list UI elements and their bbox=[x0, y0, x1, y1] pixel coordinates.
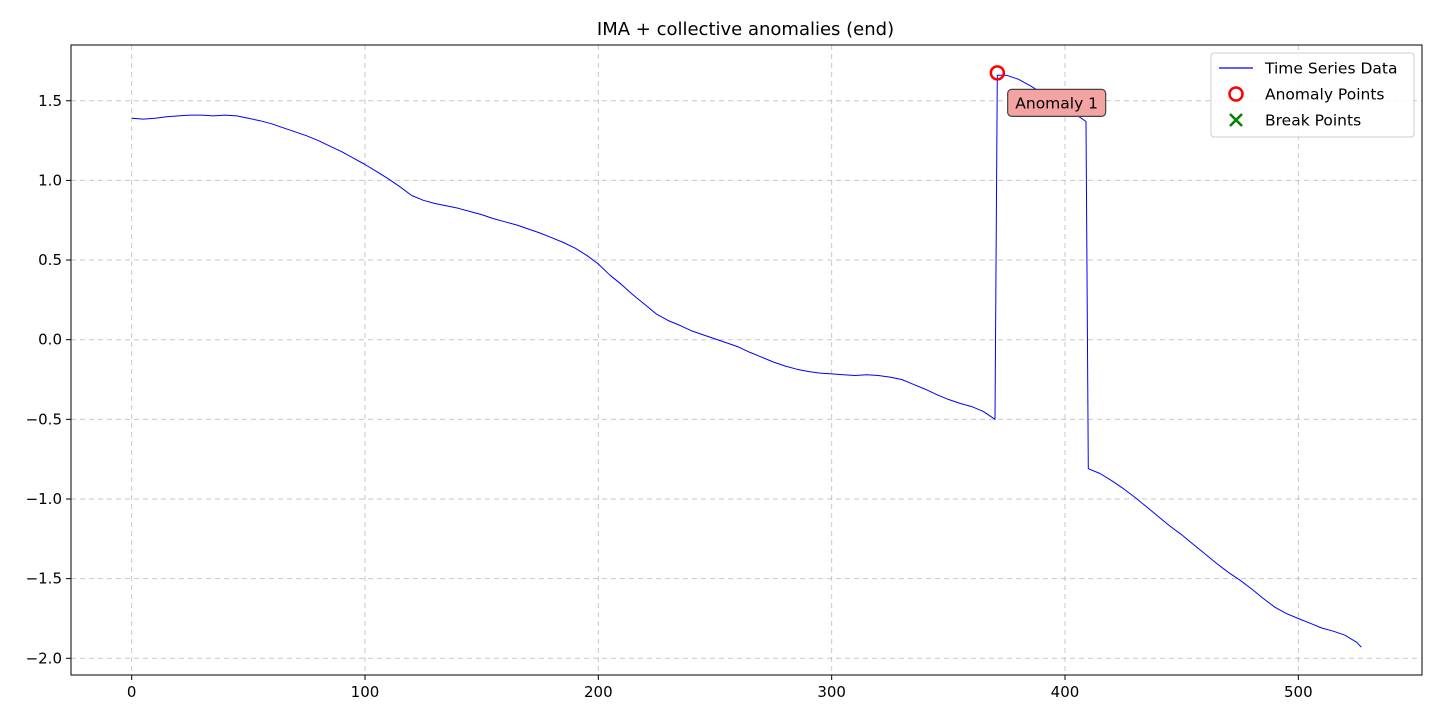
y-tick-label: 0.5 bbox=[38, 251, 62, 269]
series-line-time-series-data bbox=[131, 74, 1362, 648]
y-tick-label: −2.0 bbox=[26, 649, 62, 667]
legend-circle-icon bbox=[1228, 86, 1244, 102]
y-tick-label: −0.5 bbox=[26, 410, 62, 428]
x-tick-label: 0 bbox=[127, 683, 137, 701]
axes bbox=[66, 44, 1423, 680]
y-tick-label: −1.5 bbox=[26, 570, 62, 588]
annotation-layer: Anomaly 1 bbox=[1007, 88, 1107, 117]
y-tick-label: 1.5 bbox=[38, 92, 62, 110]
legend-label: Time Series Data bbox=[1264, 60, 1397, 78]
x-tick-label: 200 bbox=[584, 683, 613, 701]
legend-box: Time Series Data Anomaly Points Break Poin… bbox=[1210, 52, 1415, 138]
marker-layer bbox=[989, 65, 1006, 81]
anomaly-point-marker bbox=[989, 65, 1006, 81]
plot-frame bbox=[70, 44, 1423, 676]
y-tick-label: −1.0 bbox=[26, 490, 62, 508]
x-tick-label: 300 bbox=[817, 683, 846, 701]
annotation-box bbox=[1007, 88, 1107, 117]
legend-label: Anomaly Points bbox=[1265, 86, 1384, 104]
tick-labels: 0 100 200 300 400 500 1.5 1.0 0.5 0.0 −0.5 −1.0 −1.5… bbox=[26, 92, 1313, 701]
y-tick-label: 0.0 bbox=[38, 331, 62, 349]
series-layer bbox=[131, 74, 1362, 648]
x-tick-label: 100 bbox=[351, 683, 380, 701]
x-tick-label: 500 bbox=[1284, 683, 1313, 701]
x-tick-label: 400 bbox=[1051, 683, 1080, 701]
legend-frame bbox=[1210, 52, 1415, 138]
legend-label: Break Points bbox=[1265, 112, 1361, 130]
chart-title: IMA + collective anomalies (end) bbox=[597, 19, 894, 40]
annotation-label: Anomaly 1 bbox=[1007, 88, 1107, 117]
grid bbox=[71, 45, 1422, 675]
y-tick-label: 1.0 bbox=[38, 171, 62, 189]
legend: Time Series Data Anomaly Points Break Poin… bbox=[1210, 52, 1415, 138]
legend-x-icon bbox=[1229, 113, 1243, 127]
annotation-text: Anomaly 1 bbox=[1015, 94, 1098, 112]
